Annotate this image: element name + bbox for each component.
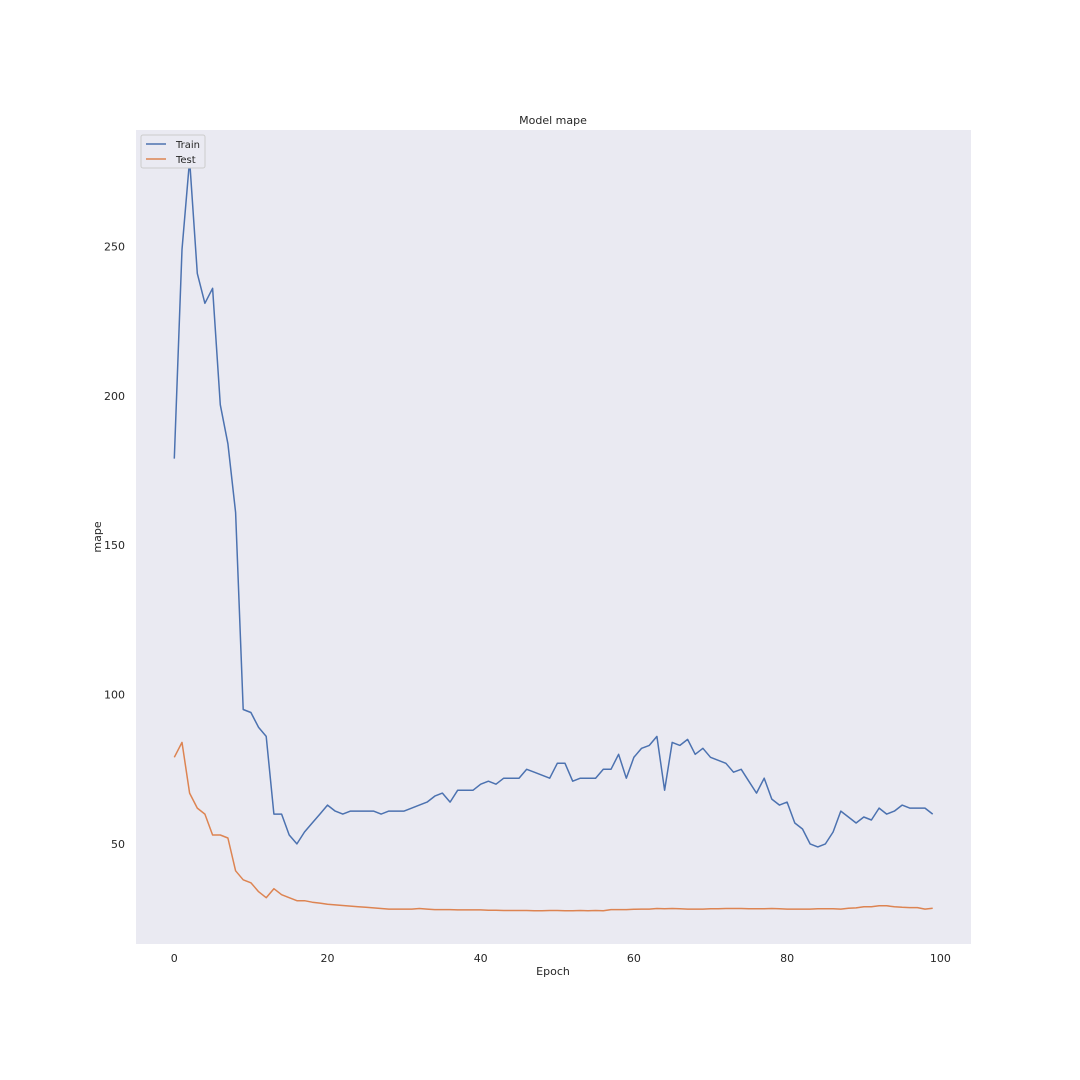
x-axis-label: Epoch	[536, 965, 570, 978]
chart-title: Model mape	[519, 114, 587, 127]
y-tick-label: 250	[104, 241, 125, 254]
x-tick-label: 60	[627, 952, 641, 965]
y-tick-label: 200	[104, 390, 125, 403]
series-layer	[173, 159, 934, 912]
x-tick-label: 40	[474, 952, 488, 965]
y-tick-label: 50	[111, 838, 125, 851]
x-tick-label: 20	[321, 952, 335, 965]
series-line-test	[173, 741, 933, 912]
plot-background	[136, 130, 971, 944]
y-tick-label: 100	[104, 689, 125, 702]
legend-label-test: Test	[175, 155, 196, 166]
y-axis-label: mape	[91, 521, 104, 552]
x-tick-label: 80	[780, 952, 794, 965]
x-tick-label: 0	[171, 952, 178, 965]
legend-label-train: Train	[175, 140, 200, 151]
series-line-train	[173, 159, 934, 848]
y-axis-ticks: 50 100 150 200 250	[104, 241, 125, 851]
y-tick-label: 150	[104, 539, 125, 552]
x-tick-label: 100	[930, 952, 951, 965]
x-axis-ticks: 0 20 40 60 80 100	[171, 952, 951, 965]
legend: Train Test	[140, 134, 206, 169]
